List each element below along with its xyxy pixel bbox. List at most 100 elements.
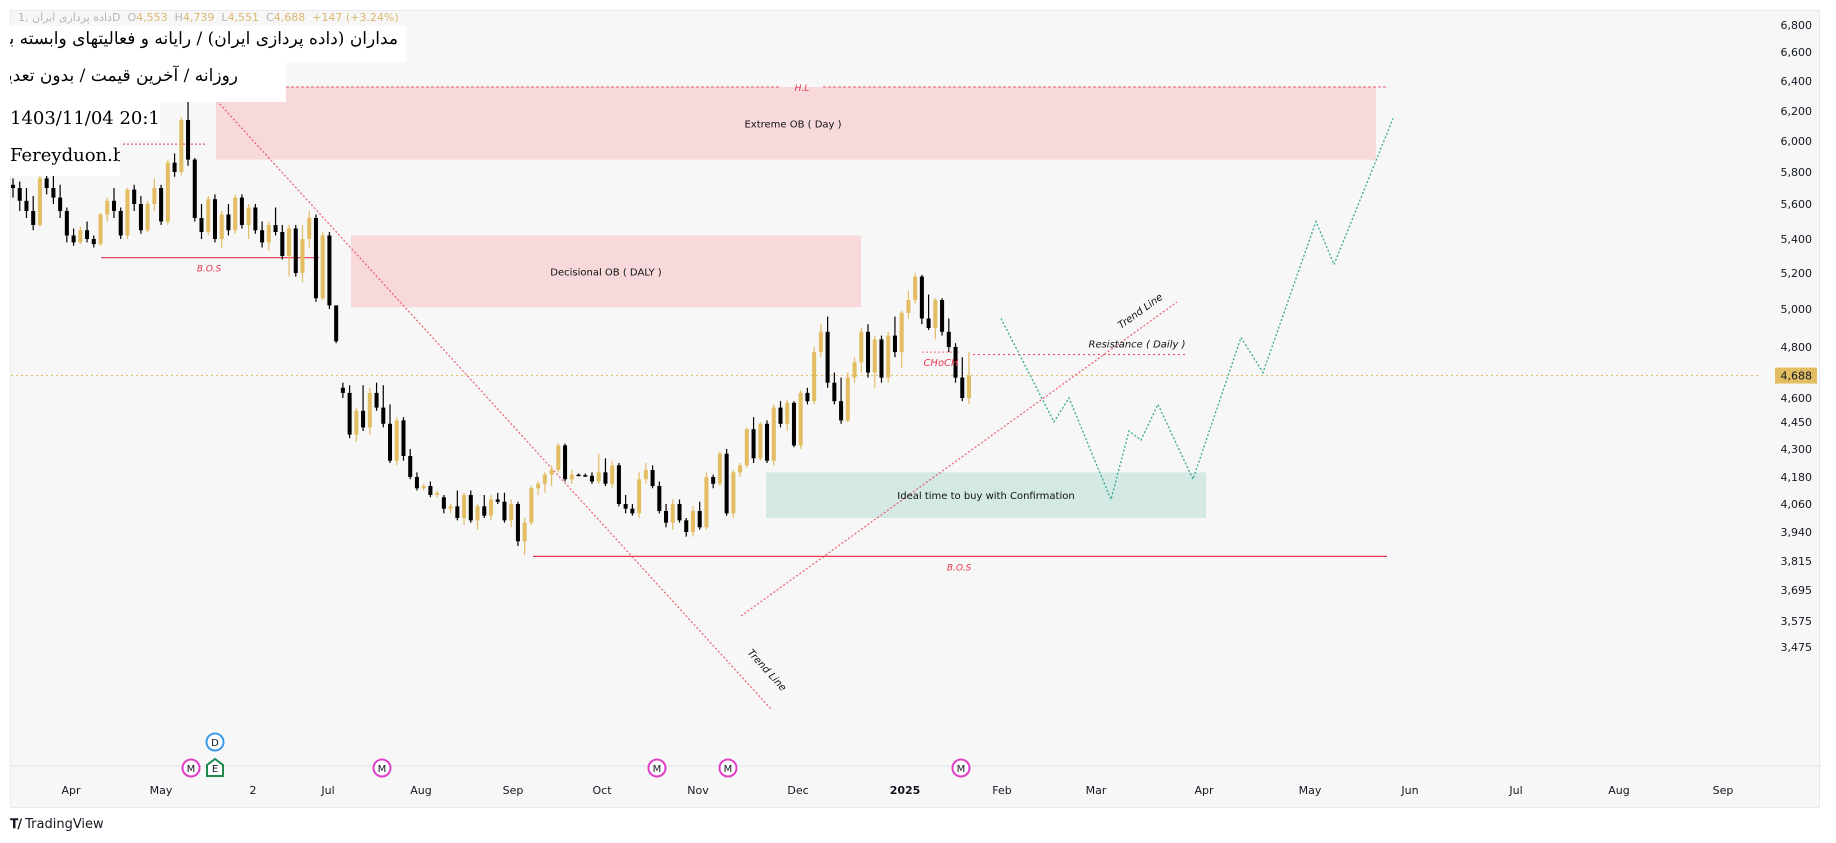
- tradingview-logo[interactable]: 𝐓∕ TradingView: [10, 817, 104, 832]
- time-tick-label: May: [1299, 784, 1322, 797]
- candle-down: [589, 475, 595, 482]
- overlay-datetime: 1403/11/04 20:17: [10, 102, 160, 140]
- price-tick-label: 3,940: [1781, 526, 1813, 539]
- candle-down: [650, 470, 655, 486]
- candle-down: [253, 207, 258, 231]
- candle-down: [192, 159, 197, 218]
- candle-down: [657, 486, 662, 511]
- trendline-up-label: Trend Line: [1116, 292, 1165, 332]
- projection-path: [1000, 118, 1394, 502]
- candle-down: [576, 474, 581, 477]
- candle-down: [946, 331, 951, 347]
- price-axis: 6,800 6,600 6,400 6,200 6,000 5,800 5,600 5,400…: [1775, 19, 1817, 654]
- candle-up: [610, 465, 615, 484]
- candle-up: [596, 472, 601, 482]
- candle-down: [697, 511, 702, 528]
- extreme-ob-zone: [216, 87, 1376, 160]
- candle-down: [239, 197, 244, 225]
- candle-down: [408, 456, 413, 477]
- candle-down: [791, 402, 796, 446]
- overlay-title: مداران (داده پردازی ایران) / رایانه و فع…: [10, 26, 406, 62]
- candle-up: [287, 228, 292, 256]
- candle-up: [145, 204, 150, 231]
- candle-down: [468, 495, 473, 521]
- candle-up: [536, 483, 541, 489]
- price-tick-label: 4,600: [1781, 392, 1813, 405]
- candle-up: [152, 188, 157, 204]
- candle-down: [926, 318, 931, 328]
- candle-up: [246, 207, 251, 225]
- candle-down: [334, 305, 339, 342]
- dividend-marker-icon: [372, 758, 392, 778]
- dividend-marker-icon: [647, 758, 667, 778]
- price-tick-label: 3,475: [1781, 641, 1813, 654]
- candle-up: [569, 474, 574, 480]
- candle-up: [690, 511, 695, 532]
- candle-down: [960, 377, 965, 398]
- price-tick-label: 6,600: [1781, 46, 1813, 59]
- high-value: 4,739: [182, 11, 215, 24]
- tradingview-brand-name: TradingView: [25, 817, 104, 832]
- candle-up: [448, 506, 453, 509]
- candle-down: [502, 501, 507, 521]
- candle-up: [966, 375, 972, 398]
- candle-down: [186, 120, 191, 160]
- last-price-label: 4,688: [1781, 370, 1813, 383]
- candle-down: [623, 504, 628, 509]
- dividend-marker-icon: [181, 758, 201, 778]
- price-tick-label: 5,000: [1781, 303, 1813, 316]
- candle-down: [212, 199, 217, 239]
- price-tick-label: 3,695: [1781, 584, 1813, 597]
- lines-layer: [11, 86, 1761, 710]
- candle-down: [677, 504, 682, 521]
- candle-down: [31, 211, 36, 225]
- candle-up: [670, 504, 675, 523]
- low-label: L: [221, 11, 228, 24]
- time-tick-label: 2025: [890, 784, 921, 797]
- candle-down: [441, 497, 446, 509]
- price-tick-label: 4,060: [1781, 498, 1813, 511]
- buy-zone-label: Ideal time to buy with Confirmation: [897, 491, 1074, 502]
- candle-up: [206, 199, 211, 232]
- candle-up: [906, 300, 911, 313]
- open-value: 4,553: [136, 11, 168, 24]
- candle-down: [381, 407, 386, 424]
- high-label: H: [174, 11, 183, 24]
- close-label: C: [266, 11, 274, 24]
- candle-up: [367, 392, 372, 428]
- candle-down: [199, 218, 204, 232]
- candle-up: [98, 214, 103, 245]
- candle-down: [58, 197, 63, 211]
- candle-up: [738, 465, 743, 473]
- interval-d: D: [111, 11, 121, 24]
- candle-down: [414, 477, 419, 489]
- event-marker-m: M: [181, 758, 201, 778]
- time-tick-label: Nov: [687, 784, 709, 797]
- candle-down: [455, 506, 460, 518]
- price-chart[interactable]: Extreme OB ( Day ) Decisional OB ( DALY )…: [11, 11, 1821, 809]
- candle-up: [435, 492, 440, 495]
- time-tick-label: Mar: [1086, 784, 1107, 797]
- chart-panel[interactable]: Extreme OB ( Day ) Decisional OB ( DALY )…: [10, 10, 1821, 809]
- candle-down: [85, 230, 90, 239]
- candle-down: [260, 230, 265, 243]
- interval-label: 1: [18, 11, 25, 24]
- extreme-ob-label: Extreme OB ( Day ): [744, 119, 841, 130]
- candle-down: [711, 477, 716, 484]
- candle-up: [105, 200, 110, 215]
- candle-down: [664, 511, 669, 523]
- candle-down: [616, 465, 621, 504]
- price-tick-label: 4,800: [1781, 341, 1813, 354]
- event-marker-label: D: [211, 738, 219, 749]
- price-tick-label: 6,000: [1781, 135, 1813, 148]
- candle-up: [320, 235, 325, 299]
- candle-up: [785, 402, 790, 424]
- time-tick-label: Sep: [1713, 784, 1734, 797]
- decisional-ob-zone: [351, 235, 861, 308]
- candle-up: [542, 474, 547, 484]
- time-tick-label: Jul: [1508, 784, 1522, 797]
- dividend-marker-icon: [718, 758, 738, 778]
- price-tick-label: 5,400: [1781, 233, 1813, 246]
- candle-down: [515, 504, 520, 542]
- candle-down: [340, 387, 345, 393]
